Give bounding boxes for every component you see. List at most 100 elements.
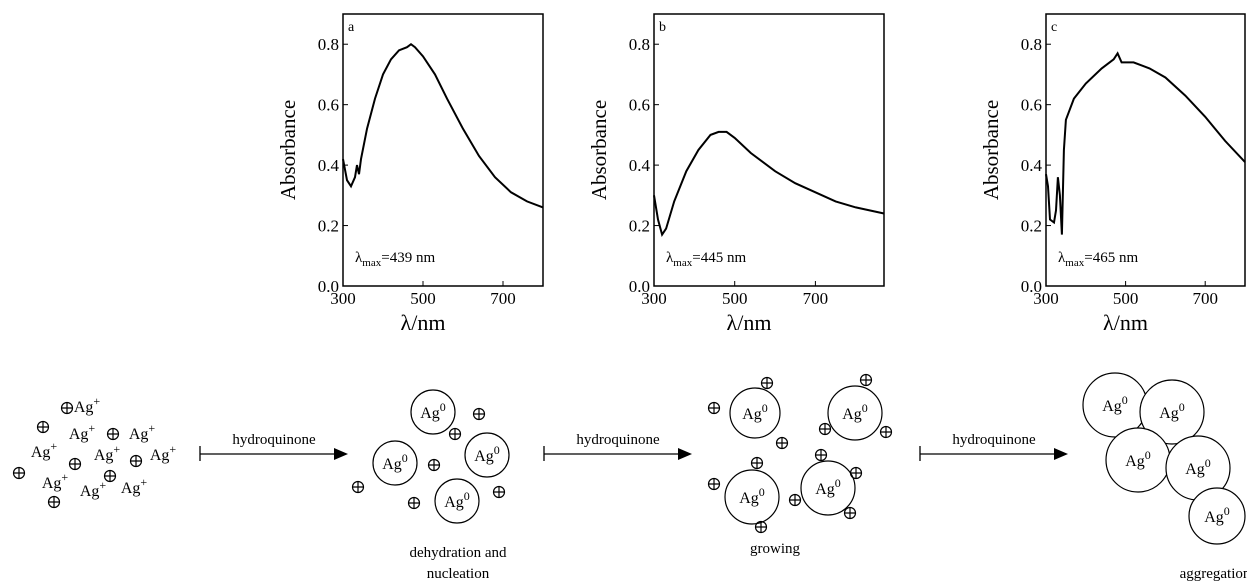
x-tick-label: 500	[722, 289, 748, 308]
arrow	[919, 446, 1058, 461]
charge-symbol	[755, 521, 767, 533]
ion-base: Ag	[121, 480, 141, 497]
x-tick-label: 500	[410, 289, 436, 308]
atom-label: Ag0	[739, 485, 765, 507]
charge-symbol	[408, 497, 420, 509]
atom-base: Ag	[739, 490, 759, 507]
plot-frame	[653, 13, 885, 287]
ion-base: Ag	[42, 475, 62, 492]
y-tick-label: 0.2	[629, 217, 650, 236]
particle	[724, 469, 780, 525]
ion-label: Ag+	[80, 478, 107, 500]
annotation-subscript: max	[362, 257, 381, 269]
ion-base: Ag	[74, 399, 94, 416]
particle	[729, 387, 781, 439]
stage-caption: nucleation	[427, 566, 490, 582]
atom-charge: 0	[862, 401, 868, 415]
ion-base: Ag	[150, 447, 170, 464]
atom-base: Ag	[474, 448, 494, 465]
charge-symbol	[473, 408, 485, 420]
ion-charge: +	[88, 421, 95, 435]
charge-symbol	[708, 402, 720, 414]
charge-symbol	[107, 428, 119, 440]
atom-charge: 0	[464, 489, 470, 503]
ion-charge: +	[140, 475, 147, 489]
ion-base: Ag	[31, 444, 51, 461]
y-tick-label: 0.6	[318, 96, 339, 115]
charge-symbol	[819, 423, 831, 435]
atom-label: Ag0	[420, 400, 446, 422]
atom-label: Ag0	[1159, 400, 1185, 422]
ion-base: Ag	[94, 447, 114, 464]
plot-frame	[1045, 13, 1246, 287]
particle	[800, 460, 856, 516]
atom-charge: 0	[1179, 400, 1185, 414]
arrow	[543, 446, 682, 461]
ion-label: Ag+	[129, 421, 156, 443]
panel-label: c	[1051, 20, 1057, 35]
arrow-head	[1054, 448, 1068, 460]
charge-symbol	[104, 470, 116, 482]
y-tick-label: 0.8	[1021, 35, 1042, 54]
y-tick-label: 0.0	[318, 277, 339, 296]
atom-charge: 0	[1224, 504, 1230, 518]
annotation-text: =439 nm	[381, 250, 435, 266]
atom-charge: 0	[402, 451, 408, 465]
charge-symbol	[352, 481, 364, 493]
spectrum-line	[342, 42, 544, 209]
annotation-symbol: λ	[355, 250, 363, 266]
charge-symbol	[37, 421, 49, 433]
charge-symbol	[761, 377, 773, 389]
panel-label: b	[659, 20, 666, 35]
atom-base: Ag	[420, 405, 440, 422]
arrow	[199, 446, 338, 461]
particle	[372, 440, 418, 486]
atom-charge: 0	[440, 400, 446, 414]
arrow-head	[678, 448, 692, 460]
x-tick-label: 300	[1033, 289, 1059, 308]
x-tick-label: 700	[803, 289, 829, 308]
annotation-text: =465 nm	[1084, 250, 1138, 266]
stage-caption: dehydration and	[409, 545, 507, 561]
atom-base: Ag	[815, 481, 835, 498]
ion-charge: +	[93, 394, 100, 408]
ion-charge: +	[169, 442, 176, 456]
atom-base: Ag	[742, 406, 762, 423]
atom-label: Ag0	[444, 489, 470, 511]
charge-symbol	[751, 457, 763, 469]
annotation-subscript: max	[673, 257, 692, 269]
atom-charge: 0	[1205, 456, 1211, 470]
x-tick-label: 700	[490, 289, 516, 308]
spectrum-line	[1045, 51, 1246, 235]
ion-charge: +	[61, 470, 68, 484]
particle	[1188, 487, 1246, 545]
annotation: λmax=465 nm	[1058, 250, 1138, 269]
x-axis-label: λ/nm	[727, 310, 772, 335]
stage-caption: aggregation	[1180, 566, 1247, 582]
atom-charge: 0	[494, 443, 500, 457]
ion-charge: +	[148, 421, 155, 435]
x-tick-label: 300	[330, 289, 356, 308]
atom-label: Ag0	[842, 401, 868, 423]
charge-symbol	[428, 459, 440, 471]
y-tick-label: 0.0	[1021, 277, 1042, 296]
annotation-symbol: λ	[1058, 250, 1066, 266]
particle	[410, 389, 456, 435]
y-tick-label: 0.8	[629, 35, 650, 54]
atom-label: Ag0	[1125, 448, 1151, 470]
ion-charge: +	[50, 439, 57, 453]
x-tick-label: 500	[1113, 289, 1139, 308]
charge-symbol	[493, 486, 505, 498]
panel-label: a	[348, 20, 355, 35]
y-tick-label: 0.0	[629, 277, 650, 296]
particle	[827, 385, 883, 441]
atom-base: Ag	[1159, 405, 1179, 422]
atom-base: Ag	[1102, 398, 1122, 415]
atom-base: Ag	[1125, 453, 1145, 470]
atom-label: Ag0	[1185, 456, 1211, 478]
charge-symbol	[708, 478, 720, 490]
atom-charge: 0	[762, 401, 768, 415]
x-tick-label: 700	[1192, 289, 1218, 308]
x-tick-label: 300	[641, 289, 667, 308]
